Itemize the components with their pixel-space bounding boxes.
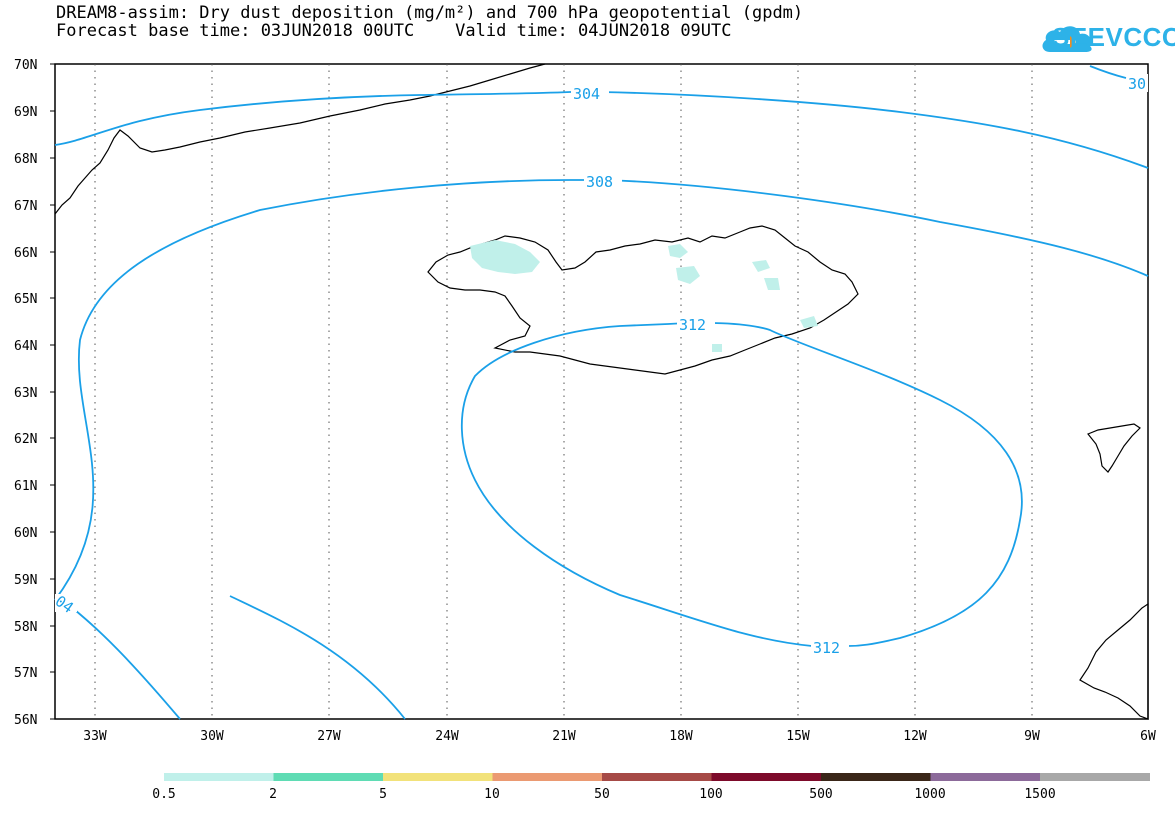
faroe-coast — [1087, 423, 1141, 473]
lat-label: 58N — [14, 620, 37, 635]
colorbar-label: 2 — [269, 787, 277, 802]
lon-label: 18W — [669, 729, 693, 744]
iceland-coast — [427, 225, 859, 375]
map-title: DREAM8-assim: Dry dust deposition (mg/m²… — [56, 3, 804, 23]
colorbar-label: 50 — [594, 787, 610, 802]
geopotential-contours — [54, 65, 1149, 720]
lon-label: 15W — [786, 729, 810, 744]
lat-label: 68N — [14, 152, 37, 167]
lat-label: 59N — [14, 573, 37, 588]
greenland-coast — [54, 63, 546, 215]
lat-label: 66N — [14, 246, 37, 261]
cloud-icon — [1042, 26, 1092, 52]
colorbar-labels: 0.5 2 5 10 50 100 500 1000 1500 — [152, 787, 1055, 802]
colorbar-swatch — [602, 773, 712, 781]
lat-label: 64N — [14, 339, 37, 354]
colorbar-swatch — [383, 773, 493, 781]
colorbar-label: 500 — [809, 787, 832, 802]
contour-label-312-bottom: 312 — [813, 639, 840, 657]
lon-label: 21W — [552, 729, 576, 744]
colorbar-label: 0.5 — [152, 787, 175, 802]
lat-label: 61N — [14, 479, 37, 494]
lat-label: 56N — [14, 713, 37, 728]
contour-label-30-corner: 30 — [1128, 75, 1146, 93]
lat-label: 70N — [14, 58, 37, 73]
frame-ticks — [50, 63, 55, 720]
lon-label: 12W — [903, 729, 927, 744]
map-frame — [54, 63, 1149, 720]
contour-312 — [460, 322, 1023, 647]
contour-label-304: 304 — [573, 85, 600, 103]
colorbar-swatch — [821, 773, 931, 781]
colorbar-label: 1500 — [1024, 787, 1055, 802]
contour-label-312-top: 312 — [679, 316, 706, 334]
colorbar-swatch — [930, 773, 1041, 781]
contour-304-south — [69, 605, 181, 720]
lat-label: 67N — [14, 199, 37, 214]
logo-text: SEEVCCC — [1052, 22, 1175, 52]
contour-label-308: 308 — [586, 173, 613, 191]
lon-label: 6W — [1140, 729, 1156, 744]
colorbar — [164, 773, 1150, 781]
colorbar-label: 100 — [699, 787, 722, 802]
lat-label: 60N — [14, 526, 37, 541]
colorbar-label: 10 — [484, 787, 500, 802]
coastlines — [54, 63, 1149, 720]
lat-label: 62N — [14, 432, 37, 447]
lon-label: 9W — [1024, 729, 1040, 744]
colorbar-label: 5 — [379, 787, 387, 802]
lat-label: 63N — [14, 386, 37, 401]
lon-label: 30W — [200, 729, 224, 744]
lat-label: 57N — [14, 666, 37, 681]
scotland-coast — [1079, 602, 1149, 720]
colorbar-swatch — [164, 773, 274, 781]
colorbar-swatch — [273, 773, 384, 781]
colorbar-label: 1000 — [914, 787, 945, 802]
contour-304-north — [54, 91, 1149, 169]
lat-label: 65N — [14, 292, 37, 307]
colorbar-swatch — [711, 773, 822, 781]
lon-label: 24W — [435, 729, 459, 744]
lat-label: 69N — [14, 105, 37, 120]
colorbar-swatch — [492, 773, 603, 781]
contour-308 — [54, 179, 1149, 601]
colorbar-swatch — [1040, 773, 1150, 781]
lon-label: 33W — [83, 729, 107, 744]
lon-label: 27W — [317, 729, 341, 744]
dust-patches — [470, 240, 818, 352]
contour-30-corner — [1089, 65, 1127, 79]
latitude-labels: 70N 69N 68N 67N 66N 65N 64N 63N 62N 61N … — [14, 58, 37, 728]
longitude-labels: 33W 30W 27W 24W 21W 18W 15W 12W 9W 6W — [83, 729, 1156, 744]
contour-304-southeast — [229, 595, 406, 720]
map-subtitle: Forecast base time: 03JUN2018 00UTC Vali… — [56, 21, 732, 41]
